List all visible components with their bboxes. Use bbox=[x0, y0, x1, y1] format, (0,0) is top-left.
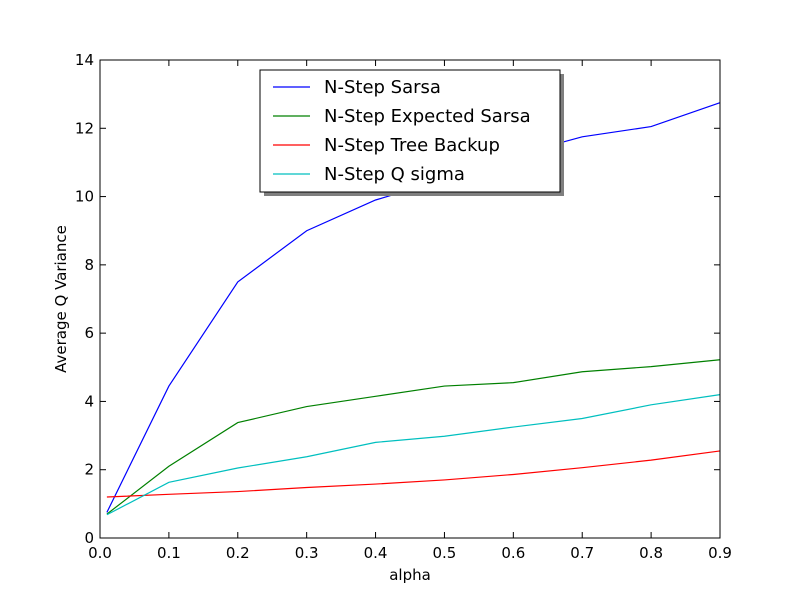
y-tick-label: 8 bbox=[84, 256, 94, 274]
x-tick-label: 0.1 bbox=[157, 544, 181, 562]
legend-box bbox=[259, 69, 561, 193]
ticks-layer bbox=[99, 59, 721, 539]
y-tick-label: 14 bbox=[75, 51, 94, 69]
x-tick-label: 0.6 bbox=[501, 544, 525, 562]
x-tick-label: 0.0 bbox=[88, 544, 112, 562]
y-axis-label: Average Q Variance bbox=[52, 225, 70, 373]
x-axis-label: alpha bbox=[389, 566, 431, 584]
series-line-2 bbox=[106, 450, 721, 498]
tick-labels-layer: 0.0 0.1 0.2 0.3 0.4 0.5 0.6 0.7 0.8 0.9 0 2 4 6 8 10 12 1… bbox=[75, 51, 732, 562]
x-tick-label: 0.4 bbox=[364, 544, 388, 562]
x-tick-label: 0.3 bbox=[295, 544, 319, 562]
plot-frame bbox=[99, 59, 721, 539]
x-tick-label: 0.5 bbox=[433, 544, 457, 562]
x-tick-label: 0.8 bbox=[639, 544, 663, 562]
legend-label-2: N-Step Tree Backup bbox=[324, 135, 500, 156]
legend: N-Step Sarsa N-Step Expected Sarsa N-Step … bbox=[259, 69, 564, 196]
series-line-1 bbox=[106, 359, 721, 515]
legend-label-1: N-Step Expected Sarsa bbox=[324, 106, 531, 127]
y-tick-label: 12 bbox=[75, 119, 94, 137]
x-tick-label: 0.2 bbox=[226, 544, 250, 562]
y-tick-label: 0 bbox=[84, 529, 94, 547]
series-line-3 bbox=[106, 394, 721, 516]
y-tick-label: 10 bbox=[75, 188, 94, 206]
x-tick-label: 0.7 bbox=[570, 544, 594, 562]
y-tick-label: 6 bbox=[84, 324, 94, 342]
y-tick-label: 2 bbox=[84, 461, 94, 479]
legend-label-3: N-Step Q sigma bbox=[324, 164, 465, 185]
x-tick-label: 0.9 bbox=[708, 544, 732, 562]
legend-label-0: N-Step Sarsa bbox=[324, 77, 441, 98]
y-tick-label: 4 bbox=[84, 392, 94, 410]
